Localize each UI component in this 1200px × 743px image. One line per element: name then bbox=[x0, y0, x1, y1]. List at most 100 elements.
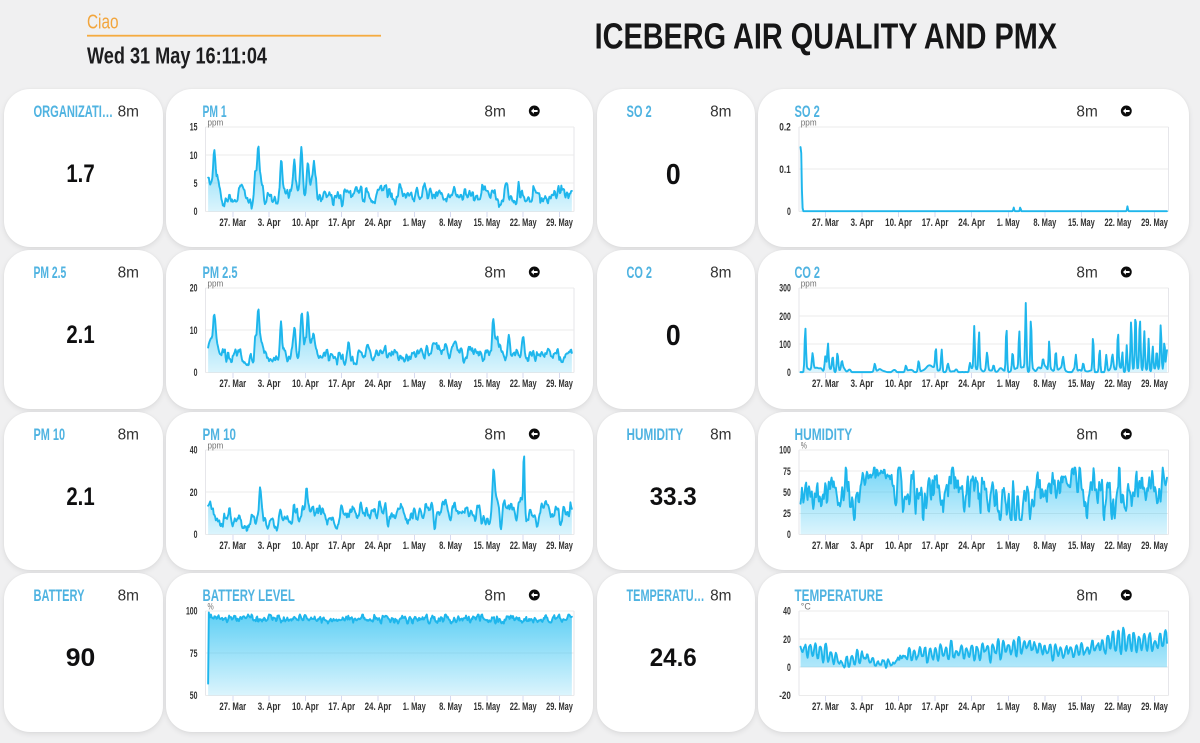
svg-text:20: 20 bbox=[783, 634, 791, 646]
svg-text:27. Mar: 27. Mar bbox=[219, 701, 246, 713]
svg-text:17. Apr: 17. Apr bbox=[921, 378, 948, 390]
svg-text:24. Apr: 24. Apr bbox=[958, 378, 985, 390]
svg-text:24. Apr: 24. Apr bbox=[365, 701, 392, 713]
svg-text:PM 10: PM 10 bbox=[203, 426, 237, 444]
svg-text:40: 40 bbox=[783, 606, 791, 618]
svg-text:8m: 8m bbox=[118, 588, 139, 605]
svg-text:8. May: 8. May bbox=[439, 701, 462, 713]
svg-text:29. May: 29. May bbox=[1141, 378, 1168, 390]
svg-text:3. Apr: 3. Apr bbox=[258, 539, 282, 551]
svg-text:BATTERY: BATTERY bbox=[34, 587, 85, 605]
svg-text:8m: 8m bbox=[118, 103, 139, 120]
svg-text:TEMPERATURE: TEMPERATURE bbox=[794, 587, 883, 605]
svg-text:22. May: 22. May bbox=[510, 539, 537, 551]
svg-text:22. May: 22. May bbox=[510, 378, 537, 390]
svg-text:25: 25 bbox=[783, 508, 791, 520]
svg-text:8. May: 8. May bbox=[439, 539, 462, 551]
svg-text:8m: 8m bbox=[710, 265, 731, 282]
svg-text:8m: 8m bbox=[710, 588, 731, 605]
svg-text:1. May: 1. May bbox=[403, 216, 426, 228]
svg-text:Wed 31 May 16:11:04: Wed 31 May 16:11:04 bbox=[87, 42, 267, 68]
svg-text:24. Apr: 24. Apr bbox=[365, 216, 392, 228]
svg-text:10. Apr: 10. Apr bbox=[885, 378, 912, 390]
svg-text:29. May: 29. May bbox=[546, 539, 573, 551]
svg-text:22. May: 22. May bbox=[510, 216, 537, 228]
svg-text:15. May: 15. May bbox=[1067, 216, 1094, 228]
svg-text:24. Apr: 24. Apr bbox=[365, 378, 392, 390]
svg-text:3. Apr: 3. Apr bbox=[258, 216, 282, 228]
svg-text:PM 1: PM 1 bbox=[203, 103, 227, 121]
svg-text:10. Apr: 10. Apr bbox=[885, 539, 912, 551]
svg-text:20: 20 bbox=[190, 283, 198, 295]
svg-text:33.3: 33.3 bbox=[649, 484, 696, 511]
svg-text:%: % bbox=[800, 440, 806, 450]
svg-text:15. May: 15. May bbox=[1067, 539, 1094, 551]
svg-text:17. Apr: 17. Apr bbox=[328, 378, 355, 390]
svg-text:10. Apr: 10. Apr bbox=[292, 378, 319, 390]
svg-text:29. May: 29. May bbox=[1141, 701, 1168, 713]
svg-text:CO 2: CO 2 bbox=[794, 264, 820, 282]
svg-text:15. May: 15. May bbox=[1067, 378, 1094, 390]
svg-text:TEMPERATU…: TEMPERATU… bbox=[626, 587, 704, 605]
svg-text:ORGANIZATI…: ORGANIZATI… bbox=[34, 103, 114, 121]
svg-text:%: % bbox=[208, 601, 214, 611]
svg-text:50: 50 bbox=[783, 486, 791, 498]
svg-text:27. Mar: 27. Mar bbox=[811, 701, 838, 713]
svg-text:17. Apr: 17. Apr bbox=[921, 701, 948, 713]
svg-text:BATTERY LEVEL: BATTERY LEVEL bbox=[203, 587, 295, 605]
svg-text:HUMIDITY: HUMIDITY bbox=[626, 426, 683, 444]
svg-text:22. May: 22. May bbox=[1104, 378, 1131, 390]
svg-text:3. Apr: 3. Apr bbox=[258, 378, 282, 390]
svg-text:1. May: 1. May bbox=[996, 216, 1019, 228]
svg-text:8. May: 8. May bbox=[1033, 539, 1056, 551]
svg-text:8m: 8m bbox=[484, 103, 505, 120]
svg-text:ppm: ppm bbox=[208, 278, 224, 288]
svg-text:8m: 8m bbox=[118, 426, 139, 443]
svg-text:15. May: 15. May bbox=[473, 701, 500, 713]
svg-text:17. Apr: 17. Apr bbox=[921, 216, 948, 228]
svg-text:1. May: 1. May bbox=[996, 539, 1019, 551]
svg-text:8m: 8m bbox=[710, 426, 731, 443]
svg-text:90: 90 bbox=[66, 645, 96, 672]
svg-text:3. Apr: 3. Apr bbox=[850, 539, 874, 551]
svg-text:1. May: 1. May bbox=[403, 701, 426, 713]
svg-text:HUMIDITY: HUMIDITY bbox=[794, 426, 852, 444]
svg-text:PM 2.5: PM 2.5 bbox=[34, 264, 67, 282]
svg-text:8m: 8m bbox=[484, 426, 505, 443]
svg-text:27. Mar: 27. Mar bbox=[811, 216, 838, 228]
svg-text:24. Apr: 24. Apr bbox=[958, 701, 985, 713]
svg-text:100: 100 bbox=[186, 606, 198, 618]
svg-text:PM 10: PM 10 bbox=[34, 426, 66, 444]
svg-text:10. Apr: 10. Apr bbox=[292, 216, 319, 228]
svg-text:8m: 8m bbox=[484, 588, 505, 605]
svg-text:1.7: 1.7 bbox=[66, 161, 94, 188]
svg-text:CO 2: CO 2 bbox=[626, 264, 652, 282]
svg-text:8m: 8m bbox=[1076, 265, 1097, 282]
svg-text:10. Apr: 10. Apr bbox=[292, 539, 319, 551]
svg-text:8. May: 8. May bbox=[439, 216, 462, 228]
svg-text:100: 100 bbox=[779, 444, 791, 456]
svg-text:15. May: 15. May bbox=[473, 378, 500, 390]
svg-text:17. Apr: 17. Apr bbox=[328, 701, 355, 713]
svg-text:0: 0 bbox=[194, 529, 198, 541]
svg-text:8m: 8m bbox=[710, 103, 731, 120]
svg-text:29. May: 29. May bbox=[546, 216, 573, 228]
svg-text:24. Apr: 24. Apr bbox=[958, 216, 985, 228]
svg-text:3. Apr: 3. Apr bbox=[850, 216, 874, 228]
svg-text:PM 2.5: PM 2.5 bbox=[203, 264, 238, 282]
svg-text:8m: 8m bbox=[1076, 103, 1097, 120]
svg-text:0: 0 bbox=[786, 206, 790, 218]
svg-text:24. Apr: 24. Apr bbox=[365, 539, 392, 551]
svg-text:ppm: ppm bbox=[800, 278, 816, 288]
svg-text:8. May: 8. May bbox=[1033, 701, 1056, 713]
svg-text:2.1: 2.1 bbox=[66, 484, 95, 511]
svg-text:15. May: 15. May bbox=[473, 216, 500, 228]
svg-text:°C: °C bbox=[800, 601, 810, 611]
svg-text:27. Mar: 27. Mar bbox=[811, 378, 838, 390]
svg-text:1. May: 1. May bbox=[996, 378, 1019, 390]
svg-text:10. Apr: 10. Apr bbox=[292, 701, 319, 713]
svg-text:ICEBERG AIR QUALITY AND PMX: ICEBERG AIR QUALITY AND PMX bbox=[595, 17, 1058, 57]
svg-text:27. Mar: 27. Mar bbox=[811, 539, 838, 551]
svg-text:0: 0 bbox=[194, 206, 198, 218]
svg-text:8. May: 8. May bbox=[1033, 378, 1056, 390]
